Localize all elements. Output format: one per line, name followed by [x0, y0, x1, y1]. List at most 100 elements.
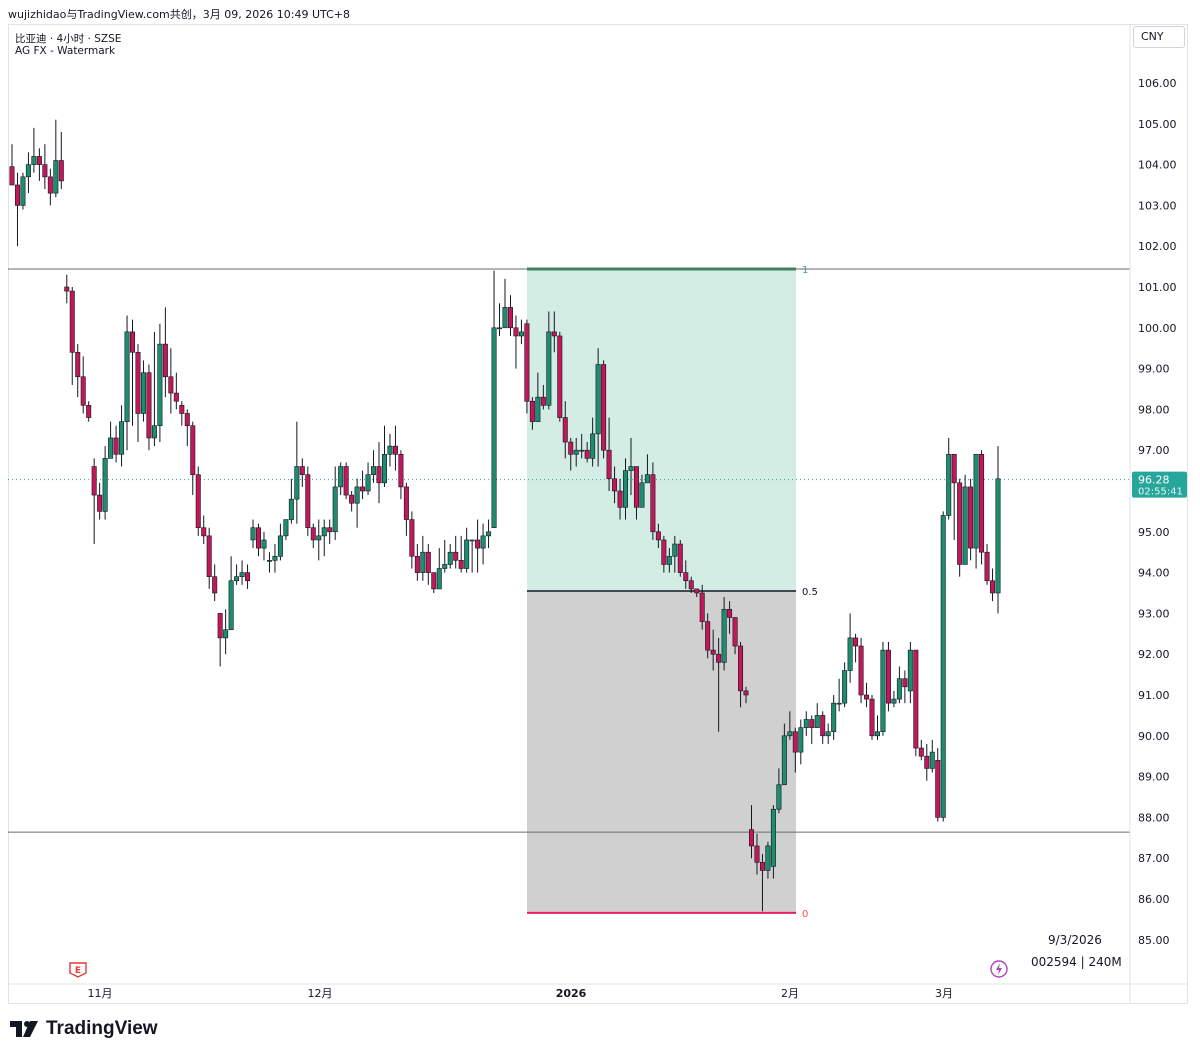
price-tick-label: 97.00 [1138, 444, 1170, 457]
candle-body [283, 519, 289, 537]
candle-body [639, 482, 645, 508]
candle-body [376, 466, 382, 484]
candle [42, 144, 48, 190]
candle [573, 437, 579, 467]
candle-body [666, 555, 672, 565]
lightning-icon[interactable] [990, 960, 1008, 978]
candle-body [201, 527, 207, 537]
candle [825, 723, 831, 744]
candle-body [628, 466, 634, 471]
candle [606, 417, 612, 491]
symbol-legend[interactable]: 比亚迪 · 4小时 · SZSE [15, 33, 122, 45]
candle [414, 544, 420, 581]
candle-body [716, 653, 722, 663]
last-price-box [1132, 471, 1187, 498]
candle [392, 425, 398, 471]
candle-body [14, 184, 20, 206]
candle [639, 474, 645, 508]
candle [968, 478, 974, 561]
indicator-legend[interactable]: AG FX - Watermark [15, 45, 116, 57]
candle [206, 527, 212, 589]
candle [447, 544, 453, 569]
candle [836, 678, 842, 712]
candle [617, 478, 623, 520]
candle [748, 805, 754, 859]
price-tick-label: 87.00 [1138, 852, 1170, 865]
candle [727, 601, 733, 634]
candle-body [562, 417, 568, 443]
candle-body [995, 478, 1001, 594]
candle-body [579, 449, 585, 452]
tradingview-brand[interactable]: TradingView [10, 1018, 158, 1040]
candle-body [623, 470, 629, 508]
info-symbol-volume: 002594 | 240M [1031, 955, 1122, 969]
candle [831, 695, 837, 740]
candle [721, 597, 727, 671]
candle-body [447, 551, 453, 565]
candle [179, 401, 185, 426]
candle-body [968, 486, 974, 549]
candle-body [502, 307, 508, 329]
candle [223, 609, 229, 655]
candle [228, 556, 234, 631]
earnings-flag-icon[interactable]: E [69, 962, 87, 978]
candle [80, 356, 86, 414]
chart-pane[interactable] [8, 24, 1188, 1004]
price-tick-label: 106.00 [1138, 77, 1177, 90]
candle-body [776, 784, 782, 810]
candle-body [721, 609, 727, 663]
candle [245, 564, 251, 589]
candle-body [168, 376, 174, 394]
price-tick-label: 101.00 [1138, 281, 1177, 294]
candle-body [349, 494, 355, 504]
candle [535, 372, 541, 422]
price-tick-label: 94.00 [1138, 567, 1170, 580]
candle [453, 535, 459, 569]
candle-body [896, 678, 902, 700]
candle-body [957, 482, 963, 565]
candle [239, 560, 245, 585]
candle [913, 649, 919, 757]
candle [623, 458, 629, 520]
currency-button[interactable]: CNY [1133, 26, 1185, 48]
candle [699, 584, 705, 630]
candle-body [223, 629, 229, 639]
candle-body [601, 364, 607, 451]
candle-body [245, 572, 251, 582]
candle [798, 719, 804, 765]
time-tick-label: 2026 [556, 987, 587, 1000]
candle-body [86, 405, 92, 418]
candle-body [332, 486, 338, 533]
candle-body [486, 531, 492, 537]
candle [776, 768, 782, 814]
candle [277, 523, 283, 561]
candle-body [458, 560, 464, 569]
candle-body [973, 453, 979, 549]
candle [283, 519, 289, 540]
candle-body [787, 731, 793, 737]
candle-body [217, 613, 223, 639]
candle-body [371, 466, 377, 475]
candle-body [513, 327, 519, 337]
candle [250, 519, 256, 549]
candle-body [644, 474, 650, 484]
candle [343, 462, 349, 500]
candle [113, 425, 119, 463]
price-axis: 106.00 105.00 104.00 103.00 102.00 101.00 100.… [1129, 24, 1177, 1004]
candle-body [781, 735, 787, 786]
candle-body [387, 445, 393, 455]
candle-body [69, 290, 75, 353]
candle [36, 148, 42, 181]
candle [579, 433, 585, 459]
candle [584, 442, 590, 463]
candle [650, 462, 656, 540]
candle-body [124, 331, 130, 422]
candle [130, 319, 136, 426]
price-tick-label: 103.00 [1138, 199, 1177, 212]
candle-body [743, 690, 749, 696]
candle-body [130, 331, 136, 353]
candle [173, 372, 179, 410]
candle-body [677, 543, 683, 573]
